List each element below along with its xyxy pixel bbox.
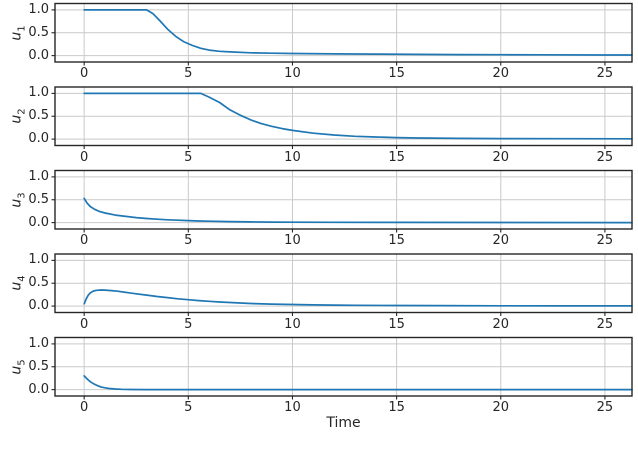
x-tick-label: 0 bbox=[80, 400, 89, 415]
y-tick-label: 1.0 bbox=[28, 168, 49, 184]
y-axis-label-subscript: 2 bbox=[16, 108, 28, 115]
y-axis-label-base: u bbox=[8, 365, 25, 375]
x-tick-label: 25 bbox=[596, 66, 614, 81]
x-tick-label: 0 bbox=[80, 66, 89, 81]
x-tick-label: 0 bbox=[80, 233, 89, 248]
series-line-u2 bbox=[83, 92, 633, 140]
y-axis-label-base: u bbox=[8, 31, 25, 41]
y-axis-label-u5: u5 bbox=[9, 359, 28, 374]
x-tick-label: 20 bbox=[492, 149, 510, 165]
x-tick-label: 5 bbox=[184, 66, 193, 81]
x-tick-label: 15 bbox=[388, 316, 405, 332]
x-tick-label: 15 bbox=[388, 66, 405, 81]
x-tick-label: 25 bbox=[596, 316, 614, 332]
x-tick-label: 20 bbox=[492, 400, 510, 415]
series-line-u4 bbox=[83, 289, 633, 307]
series-line-u1 bbox=[83, 9, 633, 56]
x-tick-label: 0 bbox=[80, 316, 89, 332]
y-axis-label-u3: u3 bbox=[9, 192, 28, 207]
y-axis-label-base: u bbox=[8, 115, 25, 124]
y-axis-label-subscript: 1 bbox=[16, 25, 28, 32]
y-tick-label: 0.0 bbox=[28, 298, 49, 314]
y-tick-label: 1.0 bbox=[28, 85, 49, 101]
series-line-u5 bbox=[83, 375, 633, 391]
y-axis-label-u1: u1 bbox=[9, 25, 28, 40]
y-axis-label-base: u bbox=[8, 198, 25, 208]
y-tick-label: 0.0 bbox=[28, 47, 49, 63]
y-axis-label-base: u bbox=[8, 282, 25, 291]
y-tick-label: 1.0 bbox=[28, 252, 49, 268]
y-tick-label: 1.0 bbox=[28, 335, 49, 351]
x-tick-label: 5 bbox=[184, 316, 193, 332]
x-tick-label: 25 bbox=[596, 233, 614, 248]
x-tick-label: 5 bbox=[184, 233, 193, 248]
x-tick-label: 15 bbox=[388, 233, 405, 248]
x-tick-label: 20 bbox=[492, 316, 510, 332]
x-tick-label: 15 bbox=[388, 400, 405, 415]
y-tick-label: 0.5 bbox=[28, 275, 49, 291]
y-axis-label-u4: u4 bbox=[9, 276, 28, 291]
x-tick-label: 0 bbox=[80, 149, 89, 165]
y-axis-label-subscript: 3 bbox=[16, 192, 28, 199]
x-tick-label: 10 bbox=[284, 400, 301, 415]
x-tick-label: 10 bbox=[284, 233, 301, 248]
x-tick-label: 10 bbox=[284, 316, 301, 332]
y-tick-label: 0.5 bbox=[28, 108, 49, 124]
x-tick-label: 20 bbox=[492, 66, 510, 81]
x-tick-label: 10 bbox=[284, 149, 301, 165]
x-tick-label: 20 bbox=[492, 233, 510, 248]
y-tick-label: 0.5 bbox=[28, 24, 49, 40]
y-tick-label: 0.0 bbox=[28, 131, 49, 147]
x-axis-title: Time bbox=[326, 415, 361, 431]
y-tick-label: 1.0 bbox=[28, 1, 49, 17]
x-tick-label: 25 bbox=[596, 149, 614, 165]
y-tick-label: 0.0 bbox=[28, 214, 49, 230]
x-tick-label: 10 bbox=[284, 66, 301, 81]
y-axis-label-subscript: 4 bbox=[16, 275, 28, 282]
y-axis-label-subscript: 5 bbox=[16, 359, 28, 366]
y-tick-label: 0.5 bbox=[28, 191, 49, 207]
y-tick-label: 0.5 bbox=[28, 358, 49, 374]
x-tick-label: 5 bbox=[184, 400, 193, 415]
y-tick-label: 0.0 bbox=[28, 381, 49, 397]
y-axis-label-u2: u2 bbox=[9, 109, 28, 124]
x-tick-label: 5 bbox=[184, 149, 193, 165]
x-tick-label: 25 bbox=[596, 400, 614, 415]
series-line-u3 bbox=[83, 197, 633, 224]
x-tick-label: 15 bbox=[388, 149, 405, 165]
